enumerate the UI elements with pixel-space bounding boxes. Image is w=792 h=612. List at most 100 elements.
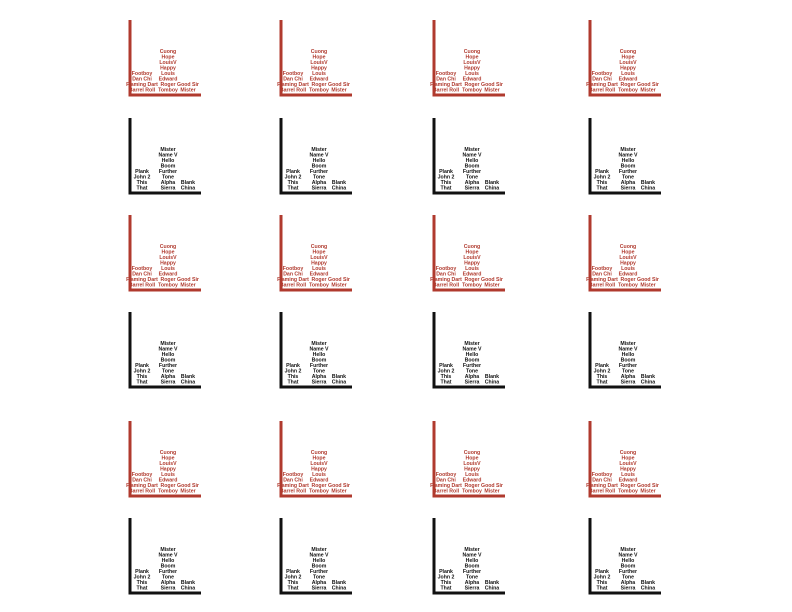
stack-label: Cuong xyxy=(620,244,636,250)
stack-label: Edward xyxy=(463,478,482,484)
stack-label: Hope xyxy=(466,54,479,60)
stack-label: Hope xyxy=(162,249,175,255)
stack-label: This xyxy=(597,374,608,380)
stack-label: Louis xyxy=(161,472,175,478)
stack-label: Footboy xyxy=(132,472,153,478)
stack-label: This xyxy=(137,374,148,380)
stack-label: Sierra xyxy=(161,586,176,592)
stack-label: Tone xyxy=(162,369,174,375)
stack-label: Alpha xyxy=(465,180,480,186)
stack-label: Blank xyxy=(641,180,655,186)
stack-label: Louis xyxy=(312,472,326,478)
stack-label: Good Sir xyxy=(481,483,503,489)
stack-label: Further xyxy=(159,169,177,175)
stack-label: Edward xyxy=(619,77,638,83)
stack-label: Barrel Roll xyxy=(589,88,616,94)
stack-label: Alpha xyxy=(161,374,176,380)
stack-label: This xyxy=(137,180,148,186)
stack-label: Alpha xyxy=(621,180,636,186)
stack-label: That xyxy=(597,586,608,592)
stack-label: Boom xyxy=(621,357,636,363)
stack-label: Cuong xyxy=(464,450,480,456)
label-stack: TomboyRogerEdwardLouisHappyLouisVHopeCuo… xyxy=(462,244,482,289)
stack-label: Flaming Dart xyxy=(277,277,309,283)
stack-label: Name V xyxy=(309,152,329,158)
stack-label: Boom xyxy=(312,563,327,569)
stack-label: Tomboy xyxy=(462,283,482,289)
stack-label: Sierra xyxy=(621,586,636,592)
stack-label: Barrel Roll xyxy=(280,283,307,289)
stack-label: Blank xyxy=(332,374,346,380)
stack-label: Louis xyxy=(621,71,635,77)
stack-label: China xyxy=(332,380,347,386)
stack-label: Dan Chi xyxy=(132,272,152,278)
stack-label: China xyxy=(181,186,196,192)
stack-label: Boom xyxy=(161,357,176,363)
stack-label: Flaming Dart xyxy=(126,82,158,88)
stack-label: Further xyxy=(463,363,481,369)
stack-label: Plank xyxy=(439,169,453,175)
stack-label: Name V xyxy=(158,152,178,158)
stack-label: Plank xyxy=(439,569,453,575)
stack-label: This xyxy=(441,180,452,186)
stack-label: Footboy xyxy=(283,266,304,272)
stack-label: Further xyxy=(619,363,637,369)
stack-label: Sierra xyxy=(465,186,480,192)
stack-label: Sierra xyxy=(161,186,176,192)
stack-label: Flaming Dart xyxy=(430,277,462,283)
stack-label: Tomboy xyxy=(309,283,329,289)
stack-label: Footboy xyxy=(283,472,304,478)
stack-label: Plank xyxy=(135,363,149,369)
stack-label: John 2 xyxy=(594,575,611,581)
label-stack: TomboyRogerEdwardLouisHappyLouisVHopeCuo… xyxy=(462,450,482,495)
stack-label: Mister xyxy=(311,341,326,347)
stack-label: Edward xyxy=(463,77,482,83)
stack-label: Barrel Roll xyxy=(589,283,616,289)
stack-label: Happy xyxy=(620,466,636,472)
stack-label: Dan Chi xyxy=(592,77,612,83)
stack-label: Hello xyxy=(313,352,326,358)
stack-label: Blank xyxy=(485,580,499,586)
stack-label: Plank xyxy=(595,363,609,369)
stack-label: Hope xyxy=(313,249,326,255)
stack-label: Footboy xyxy=(132,266,153,272)
stack-label: Mister xyxy=(620,547,635,553)
stack-label: China xyxy=(332,186,347,192)
stack-label: Tomboy xyxy=(158,88,178,94)
stack-label: LouisV xyxy=(159,60,177,66)
stack-label: Cuong xyxy=(160,49,176,55)
stack-label: Roger xyxy=(161,483,176,489)
stack-label: Tone xyxy=(622,175,634,181)
stack-label: That xyxy=(441,186,452,192)
stack-label: Roger xyxy=(312,483,327,489)
stack-label: This xyxy=(597,180,608,186)
stack-label: Blank xyxy=(641,580,655,586)
stack-label: Barrel Roll xyxy=(129,88,156,94)
stack-label: China xyxy=(641,586,656,592)
stack-label: Happy xyxy=(311,65,327,71)
stack-label: This xyxy=(597,580,608,586)
stack-label: Barrel Roll xyxy=(280,489,307,495)
stack-label: Happy xyxy=(620,65,636,71)
